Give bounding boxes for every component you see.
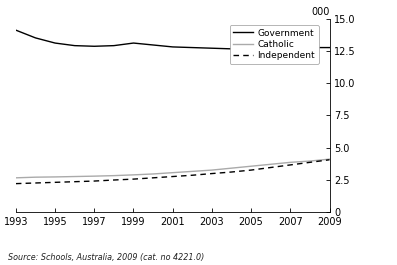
Catholic bbox=[170, 171, 175, 174]
Catholic bbox=[190, 170, 195, 173]
Catholic bbox=[53, 175, 58, 179]
Catholic bbox=[112, 174, 116, 177]
Text: Source: Schools, Australia, 2009 (cat. no 4221.0): Source: Schools, Australia, 2009 (cat. n… bbox=[8, 253, 204, 262]
Legend: Government, Catholic, Independent: Government, Catholic, Independent bbox=[229, 25, 319, 64]
Line: Government: Government bbox=[16, 30, 330, 50]
Line: Independent: Independent bbox=[16, 160, 330, 184]
Catholic bbox=[151, 172, 156, 175]
Government bbox=[33, 36, 38, 39]
Catholic bbox=[229, 167, 234, 170]
Government bbox=[151, 43, 156, 47]
Independent bbox=[33, 181, 38, 184]
Government bbox=[13, 29, 18, 32]
Line: Catholic: Catholic bbox=[16, 159, 330, 178]
Government bbox=[288, 47, 293, 50]
Government bbox=[327, 46, 332, 49]
Government bbox=[72, 44, 77, 47]
Catholic bbox=[92, 175, 96, 178]
Government bbox=[210, 47, 214, 50]
Catholic bbox=[72, 175, 77, 178]
Independent bbox=[210, 172, 214, 175]
Catholic bbox=[327, 157, 332, 161]
Government bbox=[229, 47, 234, 50]
Catholic bbox=[308, 160, 312, 163]
Independent bbox=[151, 176, 156, 179]
Catholic bbox=[210, 169, 214, 172]
Independent bbox=[308, 161, 312, 164]
Independent bbox=[131, 178, 136, 181]
Independent bbox=[13, 182, 18, 185]
Independent bbox=[190, 174, 195, 177]
Catholic bbox=[33, 176, 38, 179]
Government bbox=[170, 45, 175, 48]
Government bbox=[308, 46, 312, 49]
Independent bbox=[92, 179, 96, 183]
Independent bbox=[112, 178, 116, 182]
Independent bbox=[72, 180, 77, 183]
Independent bbox=[229, 170, 234, 174]
Government bbox=[268, 48, 273, 51]
Catholic bbox=[249, 165, 254, 168]
Independent bbox=[268, 166, 273, 169]
Catholic bbox=[13, 176, 18, 179]
Government bbox=[92, 45, 96, 48]
Government bbox=[131, 41, 136, 45]
Government bbox=[190, 46, 195, 49]
Independent bbox=[249, 169, 254, 172]
Government bbox=[53, 41, 58, 45]
Independent bbox=[327, 158, 332, 161]
Catholic bbox=[268, 163, 273, 166]
Government bbox=[112, 44, 116, 47]
Independent bbox=[288, 163, 293, 166]
Text: 000: 000 bbox=[311, 7, 330, 17]
Independent bbox=[53, 181, 58, 184]
Catholic bbox=[288, 161, 293, 164]
Catholic bbox=[131, 173, 136, 176]
Independent bbox=[170, 175, 175, 178]
Government bbox=[249, 48, 254, 51]
